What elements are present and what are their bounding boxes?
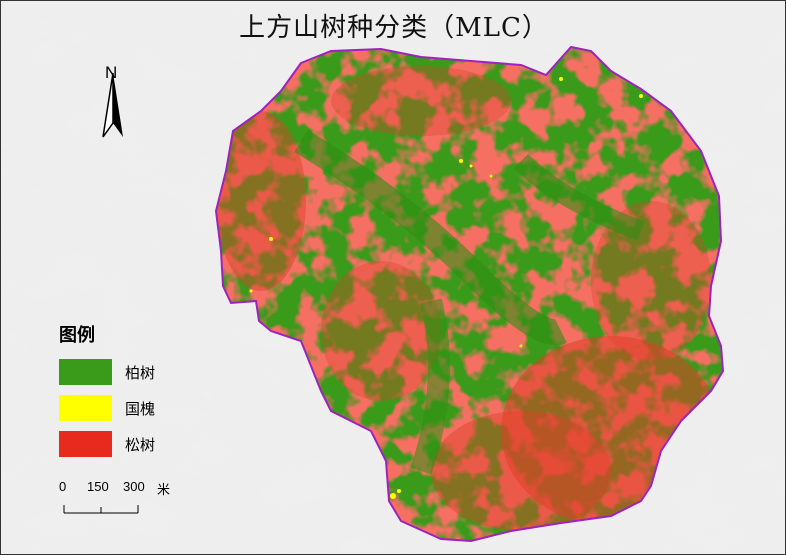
map-title: 上方山树种分类（MLC） (239, 13, 549, 43)
legend-swatch (59, 395, 112, 421)
north-arrow-label: N (105, 63, 118, 82)
legend-item-cypress: 柏树 (59, 359, 209, 387)
legend-title: 图例 (59, 325, 95, 346)
scale-bar-line (63, 505, 139, 514)
legend-item-sophora: 国槐 (59, 395, 209, 423)
legend-label: 柏树 (125, 364, 156, 382)
legend-swatch (59, 359, 112, 385)
scale-tick-label: 300 (123, 479, 145, 494)
scale-unit-label: 米 (157, 482, 171, 497)
scale-tick-label: 150 (87, 479, 109, 494)
study-area-boundary (214, 45, 725, 543)
north-arrow-icon (102, 72, 123, 138)
legend-label: 国槐 (125, 400, 156, 418)
legend-item-pine: 松树 (59, 431, 209, 459)
scale-tick-label: 0 (59, 479, 67, 494)
legend-swatch (59, 431, 112, 457)
legend-label: 松树 (125, 436, 156, 454)
scale-bar: 0 150 300 米 (57, 479, 187, 519)
